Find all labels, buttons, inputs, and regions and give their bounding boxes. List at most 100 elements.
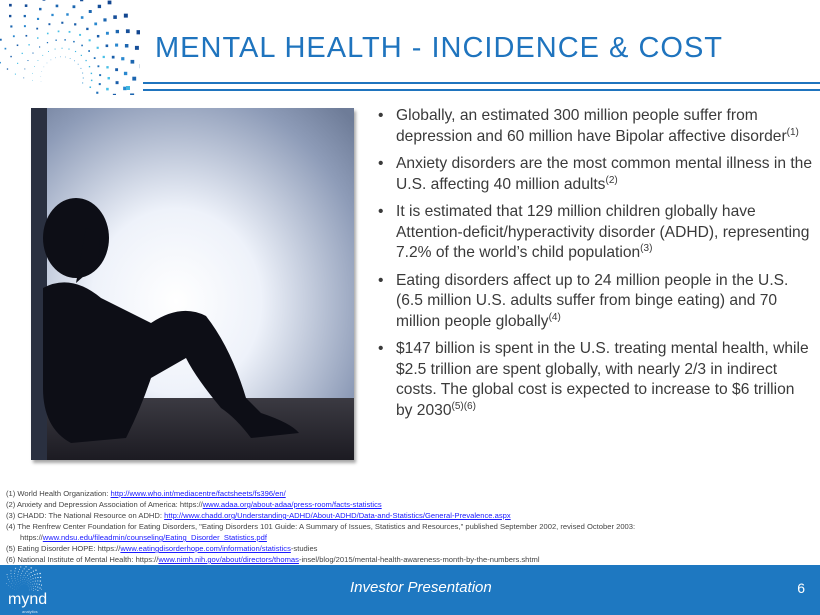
logo-dot (112, 93, 117, 95)
logo-dot (23, 77, 25, 79)
logo-dot (115, 29, 120, 34)
logo-dot (10, 573, 12, 574)
logo-dot (121, 57, 125, 61)
logo-dot (61, 47, 63, 49)
logo-dot (82, 72, 84, 74)
logo-dot (37, 589, 39, 591)
logo-dot (48, 23, 51, 26)
logo-dot (23, 574, 25, 576)
bullet-item: Anxiety disorders are the most common me… (378, 154, 814, 195)
logo-dot (14, 578, 16, 579)
logo-dot (22, 570, 24, 572)
logo-dot (9, 3, 12, 7)
logo-dot (25, 572, 26, 574)
logo-dot (7, 576, 8, 578)
logo-dot (105, 31, 109, 35)
logo-dot (18, 571, 19, 573)
logo-dot (39, 7, 42, 11)
footer-bar: mynd analytics Investor Presentation 6 (0, 565, 820, 615)
logo-dot (46, 32, 49, 35)
logo-dot (106, 66, 109, 69)
logo-dot (37, 60, 39, 61)
logo-dot (88, 10, 92, 13)
logo-dot (46, 41, 49, 44)
logo-dot (23, 25, 26, 28)
footer-logo-text: mynd (8, 591, 48, 608)
logo-dot (61, 21, 64, 24)
logo-dot (80, 54, 82, 57)
logo-dot (82, 82, 84, 84)
decorative-square (126, 86, 130, 90)
logo-dot (136, 30, 140, 35)
logo-dot (36, 583, 38, 585)
logo-dot (8, 14, 12, 18)
footnote-link[interactable]: http://www.who.int/mediacentre/factsheet… (110, 489, 286, 498)
logo-dot (28, 573, 30, 575)
page-number: 6 (797, 580, 805, 596)
logo-dot (115, 81, 119, 85)
bullet-item: It is estimated that 129 million childre… (378, 202, 814, 264)
logo-dot (14, 575, 15, 577)
logo-dot (55, 4, 59, 8)
logo-dot (16, 44, 19, 47)
logo-dot (46, 62, 48, 64)
logo-dot (132, 76, 137, 81)
logo-dot (106, 87, 109, 91)
logo-dot (24, 4, 28, 7)
bullet-item: $147 billion is spent in the U.S. treati… (378, 339, 814, 421)
logo-dot (30, 582, 32, 583)
logo-dot (55, 39, 57, 41)
logo-dot (6, 583, 7, 584)
logo-dot (17, 576, 19, 578)
logo-dot (130, 59, 135, 64)
logo-dot (6, 574, 8, 575)
footnote-link[interactable]: www.eatingdisorderhope.com/information/s… (120, 544, 291, 553)
logo-dot (25, 34, 28, 37)
footnote-link[interactable]: www.nimh.nih.gov/about/directors/thomas (158, 555, 299, 564)
logo-dot (0, 38, 2, 41)
footnote-link[interactable]: www.ndsu.edu/fileadmin/counseling/Eating… (42, 533, 267, 542)
footnote: (5) Eating Disorder HOPE: https://www.ea… (6, 544, 318, 553)
logo-dot (74, 23, 77, 26)
logo-dot (69, 57, 71, 59)
logo-dot (35, 586, 36, 587)
logo-dot (23, 14, 26, 18)
logo-dot (68, 48, 70, 50)
footnote-link[interactable]: www.adaa.org/about-adaa/press-room/facts… (202, 500, 382, 509)
logo-dot (107, 76, 110, 80)
logo-dot (39, 46, 41, 48)
logo-dot (73, 40, 75, 43)
logo-dot (125, 29, 130, 34)
logo-dot (6, 68, 9, 70)
logo-dot (79, 33, 82, 36)
logo-dot (8, 579, 9, 580)
logo-dot (43, 66, 45, 68)
logo-dot (40, 576, 42, 578)
logo-dot (88, 50, 90, 52)
logo-dot (4, 47, 7, 50)
logo-dot (30, 579, 32, 581)
logo-dot (11, 578, 13, 579)
logo-dot (26, 570, 28, 572)
title-divider (143, 82, 820, 84)
footnote-link[interactable]: http://www.chadd.org/Understanding-ADHD/… (164, 511, 511, 520)
logo-dot (48, 51, 49, 52)
logo-dot (124, 44, 129, 48)
logo-dot (89, 86, 92, 89)
logo-dot (80, 16, 84, 19)
logo-dot (55, 57, 56, 59)
logo-dot (38, 583, 40, 585)
logo-dot (97, 4, 102, 9)
footnote: (1) World Health Organization: http://ww… (6, 489, 286, 498)
logo-dot (80, 67, 82, 69)
logo-dot (24, 68, 26, 70)
logo-dot (36, 573, 38, 575)
logo-dot (20, 566, 22, 568)
logo-dot (64, 56, 66, 58)
logo-dot (90, 72, 93, 75)
title-divider (143, 89, 820, 91)
logo-dot (23, 568, 25, 570)
logo-dot (123, 86, 127, 91)
logo-dot (35, 569, 37, 571)
footer-logo-subtext: analytics (22, 609, 38, 614)
